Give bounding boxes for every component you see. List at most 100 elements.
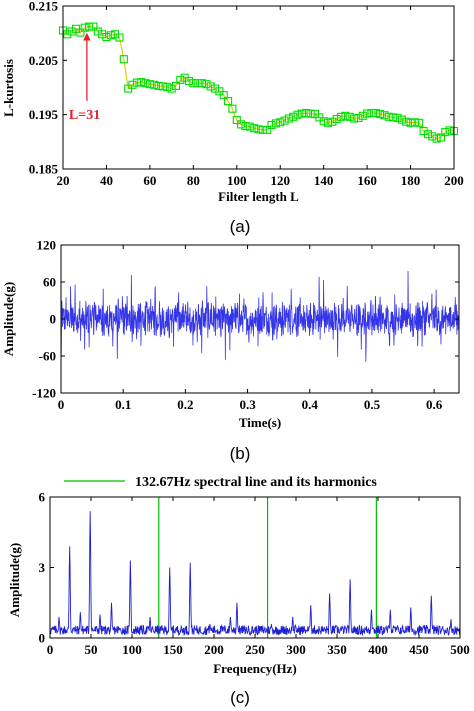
panel-a-xlabel: Filter length L (218, 189, 299, 204)
kurtosis-point (197, 79, 207, 88)
x-tick-label: 250 (245, 642, 265, 657)
y-tick-label: 0.205 (29, 53, 59, 68)
x-tick-label: 200 (444, 173, 464, 188)
panel-a-ticks: 20 40 60 80 100 120 140 160 180 200 0.185 0.195 0.20… (29, 0, 464, 188)
kurtosis-point (189, 79, 198, 88)
legend-entry-harmonics: 132.67Hz spectral line and its harmonics (135, 475, 377, 490)
panel-a-caption: (a) (230, 217, 251, 236)
kurtosis-point (145, 80, 154, 89)
kurtosis-point (328, 117, 337, 126)
kurtosis-point (245, 122, 254, 131)
kurtosis-point (137, 78, 146, 87)
x-tick-label: 450 (409, 642, 429, 657)
panel-b-caption: (b) (230, 444, 251, 463)
y-tick-label: -120 (32, 386, 56, 401)
panel-b-time-signal-chart: 0 0.1 0.2 0.3 0.4 0.5 0.6 -120 -60 0 60 120 Time(s)… (1, 238, 460, 463)
x-tick-label: 200 (204, 642, 224, 657)
x-tick-label: 160 (357, 173, 377, 188)
kurtosis-point (167, 84, 176, 93)
kurtosis-point (85, 22, 94, 31)
panel-c-ylabel: Amplitude(g) (7, 543, 22, 617)
x-tick-label: 100 (227, 173, 247, 188)
kurtosis-point (219, 91, 228, 100)
x-tick-label: 140 (314, 173, 334, 188)
y-tick-label: 6 (39, 490, 46, 505)
kurtosis-point (306, 109, 315, 118)
vibration-signal-line (60, 271, 460, 364)
kurtosis-point (115, 33, 124, 42)
kurtosis-point (297, 109, 306, 118)
x-tick-label: 120 (270, 173, 290, 188)
x-tick-label: 0.3 (239, 397, 256, 412)
kurtosis-point (332, 114, 341, 124)
panel-c-axes-frame (49, 496, 461, 639)
kurtosis-point (250, 124, 259, 133)
kurtosis-point (106, 31, 115, 40)
kurtosis-point (432, 134, 441, 143)
x-tick-label: 20 (57, 173, 70, 188)
kurtosis-point (319, 117, 328, 126)
x-tick-label: 80 (187, 173, 200, 188)
kurtosis-point (163, 82, 172, 92)
kurtosis-point (280, 116, 289, 125)
panel-c-plot-area (49, 497, 461, 638)
x-tick-label: 0.5 (364, 397, 381, 412)
kurtosis-point (206, 82, 215, 91)
kurtosis-series-line (62, 26, 455, 140)
kurtosis-point (237, 120, 246, 129)
kurtosis-point (358, 111, 367, 120)
kurtosis-point (132, 78, 141, 87)
kurtosis-point (371, 108, 380, 118)
annotation-label: L=31 (69, 108, 100, 123)
y-tick-label: 0.185 (29, 162, 59, 177)
x-tick-label: 0 (58, 397, 65, 412)
kurtosis-point (293, 110, 302, 119)
x-tick-label: 100 (122, 642, 142, 657)
kurtosis-point (254, 125, 263, 134)
kurtosis-point (393, 113, 402, 122)
panel-a-plot-area: L=31 (58, 22, 459, 143)
kurtosis-point (363, 109, 372, 118)
kurtosis-point (276, 118, 285, 127)
panel-a-kurtosis-chart: L=31 20 40 60 80 100 120 140 160 180 200 0.185 0.19… (1, 0, 464, 236)
y-tick-label: 0 (39, 631, 46, 646)
panel-c-ticks: 0 50 100 150 200 250 300 350 400 450 500 0 3 6 (39, 490, 470, 658)
kurtosis-point (128, 80, 137, 89)
kurtosis-point (176, 75, 185, 84)
kurtosis-point (232, 116, 241, 125)
kurtosis-point (323, 118, 333, 127)
x-tick-label: 0 (47, 642, 54, 657)
panel-c-caption: (c) (230, 688, 250, 707)
y-tick-label: 0.215 (29, 0, 59, 14)
kurtosis-point (284, 114, 293, 123)
kurtosis-point (119, 55, 128, 64)
kurtosis-point (150, 80, 159, 89)
kurtosis-point (380, 111, 389, 120)
x-tick-label: 400 (368, 642, 388, 657)
x-tick-label: 0.6 (426, 397, 443, 412)
kurtosis-point (154, 81, 163, 90)
kurtosis-point (402, 117, 411, 126)
x-tick-label: 500 (450, 642, 470, 657)
kurtosis-point (389, 113, 398, 122)
kurtosis-point (289, 112, 298, 121)
panel-b-plot-area (60, 271, 460, 364)
kurtosis-point (384, 112, 393, 121)
kurtosis-point (258, 125, 267, 134)
panel-b-ticks: 0 0.1 0.2 0.3 0.4 0.5 0.6 -120 -60 0 60 120 (32, 238, 459, 412)
panel-b-xlabel: Time(s) (239, 415, 281, 430)
y-tick-label: 60 (43, 275, 56, 290)
panel-c-xlabel: Frequency(Hz) (213, 661, 297, 676)
kurtosis-point (410, 118, 419, 127)
kurtosis-point (98, 30, 107, 39)
kurtosis-point (271, 119, 280, 128)
y-tick-label: 120 (37, 238, 57, 253)
kurtosis-point (89, 22, 98, 31)
kurtosis-point (336, 112, 346, 121)
x-tick-label: 40 (100, 173, 113, 188)
panel-b-ylabel: Amplitude(g) (1, 282, 16, 356)
kurtosis-point (415, 118, 424, 127)
kurtosis-point (436, 133, 446, 142)
panel-c-legend: 132.67Hz spectral line and its harmonics (64, 475, 377, 490)
x-tick-label: 0.4 (302, 397, 319, 412)
